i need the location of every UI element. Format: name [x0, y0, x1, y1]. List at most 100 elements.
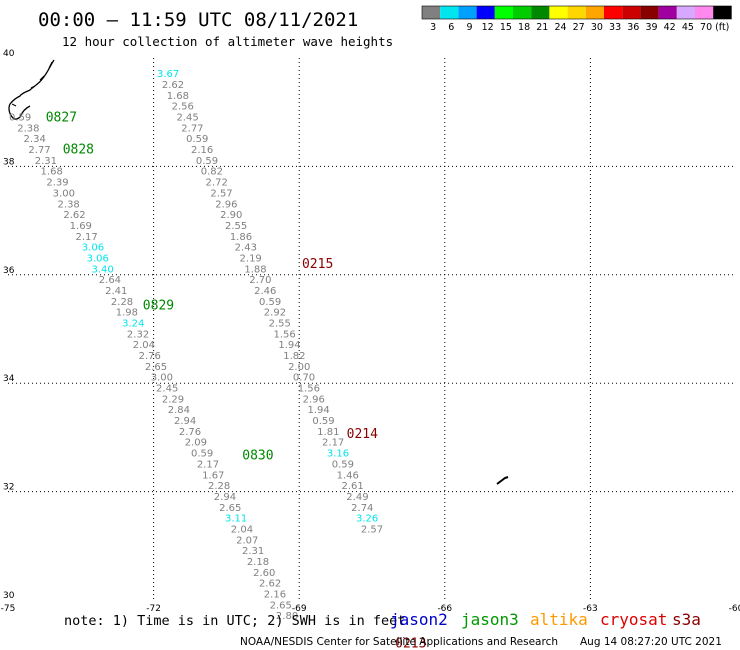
wave-height-value: 1.94: [278, 340, 300, 351]
wave-height-value: 2.49: [346, 492, 368, 503]
color-bin: [476, 6, 495, 19]
wave-height-value: 2.17: [197, 459, 219, 470]
color-bin-label: 18: [518, 22, 530, 33]
wave-height-value: 3.16: [327, 449, 349, 460]
color-bin-label: 27: [573, 22, 585, 33]
color-bin-label: 39: [645, 22, 657, 33]
x-tick-label: -72: [146, 604, 161, 614]
wave-height-value: 1.56: [298, 384, 320, 395]
wave-height-value: 1.88: [244, 264, 266, 275]
x-tick-label: -66: [437, 604, 452, 614]
color-bin-label: 6: [448, 22, 454, 33]
wave-height-value: 1.68: [167, 91, 189, 102]
wave-height-value: 2.34: [24, 134, 46, 145]
y-tick-label: 32: [3, 483, 14, 493]
wave-height-value: 2.55: [225, 221, 247, 232]
wave-height-value: 0.59: [332, 459, 354, 470]
wave-height-value: 2.31: [242, 546, 264, 557]
wave-height-value: 0.59: [191, 449, 213, 460]
color-bin: [513, 6, 532, 19]
wave-height-value: 2.60: [253, 568, 275, 579]
wave-height-value: 2.90: [220, 210, 242, 221]
color-bin: [494, 6, 513, 19]
pass-time-label: 0829: [143, 299, 174, 314]
coastline-detail: [11, 61, 53, 107]
wave-height-value: 2.76: [139, 351, 161, 362]
wave-height-value: 2.62: [162, 80, 184, 91]
wave-height-value: 1.69: [70, 221, 92, 232]
wave-height-value: 3.00: [53, 188, 75, 199]
wave-height-value: 2.38: [58, 199, 80, 210]
color-bin-label: 70: [700, 22, 712, 33]
wave-height-value: 2.64: [99, 275, 121, 286]
color-bin-label: 21: [536, 22, 548, 33]
wave-height-value: 2.28: [111, 297, 133, 308]
y-tick-label: 40: [3, 49, 15, 59]
wave-height-value: 3.06: [82, 243, 104, 254]
y-tick-label: 30: [3, 591, 15, 601]
satellite-legend-cryosat: cryosat: [600, 610, 667, 629]
wave-height-value: 2.57: [361, 524, 383, 535]
wave-height-value: 2.41: [105, 286, 127, 297]
color-bin-label: 42: [664, 22, 676, 33]
wave-height-value: 2.04: [231, 524, 253, 535]
color-bin: [422, 6, 441, 19]
wave-height-value: 3.00: [151, 373, 173, 384]
color-bin: [531, 6, 550, 19]
wave-height-value: 2.57: [210, 188, 232, 199]
color-bin: [549, 6, 568, 19]
color-bar-unit: (ft): [715, 22, 729, 33]
wave-height-value: 0.59: [312, 416, 334, 427]
wave-height-value: 2.77: [28, 145, 50, 156]
wave-height-value: 2.65: [145, 362, 167, 373]
color-bin: [640, 6, 659, 19]
wave-height-value: 2.32: [127, 329, 149, 340]
wave-height-value: 2.29: [162, 394, 184, 405]
y-tick-label: 34: [3, 374, 15, 384]
satellite-legend-jason3: jason3: [461, 610, 519, 629]
coastline: [8, 59, 55, 120]
color-bin-label: 45: [682, 22, 694, 33]
wave-height-value: 2.62: [259, 579, 281, 590]
wave-height-value: 2.92: [264, 308, 286, 319]
wave-height-value: 2.55: [269, 318, 291, 329]
color-bin-label: 30: [591, 22, 603, 33]
wave-height-value: 1.68: [41, 167, 63, 178]
wave-height-value: 2.16: [191, 145, 213, 156]
wave-height-value: 3.11: [225, 514, 247, 525]
color-bin: [458, 6, 477, 19]
wave-height-value: 0.70: [293, 373, 315, 384]
wave-height-value: 3.06: [87, 253, 109, 264]
wave-height-value: 0.59: [259, 297, 281, 308]
wave-height-value: 2.17: [322, 438, 344, 449]
satellite-legend-altika: altika: [530, 610, 588, 629]
wave-height-value: 2.74: [351, 503, 373, 514]
y-tick-label: 36: [3, 266, 15, 276]
color-bin: [604, 6, 623, 19]
wave-height-value: 2.94: [214, 492, 236, 503]
wave-height-value: 3.26: [356, 514, 378, 525]
color-bin-label: 36: [627, 22, 639, 33]
wave-height-value: 2.09: [185, 438, 207, 449]
y-tick-label: 38: [3, 157, 15, 167]
wave-height-value: 2.65: [270, 600, 292, 611]
wave-height-value: 2.62: [63, 210, 85, 221]
color-bin-label: 9: [466, 22, 472, 33]
wave-height-value: 1.98: [116, 308, 138, 319]
wave-height-value: 3.40: [92, 264, 114, 275]
wave-height-value: 2.28: [208, 481, 230, 492]
pass-time-label: 0830: [242, 449, 273, 464]
footer-credit: NOAA/NESDIS Center for Satellite Applica…: [240, 636, 558, 648]
wave-height-value: 2.94: [174, 416, 196, 427]
color-scale-legend: 3 6 9 12 15 18 21 24 27 30 33 36 39 42 45 70 (ft): [421, 5, 732, 33]
wave-height-value: 1.56: [274, 329, 296, 340]
color-bin: [622, 6, 641, 19]
x-tick-label: -63: [583, 604, 598, 614]
color-bin-label: 33: [609, 22, 621, 33]
wave-height-value: 2.70: [249, 275, 271, 286]
wave-height-value: 3.24: [122, 318, 144, 329]
wave-height-value: 2.65: [219, 503, 241, 514]
satellite-legend-s3a: s3a: [672, 610, 701, 629]
wave-height-value: 2.45: [176, 113, 198, 124]
color-bin: [713, 6, 732, 19]
